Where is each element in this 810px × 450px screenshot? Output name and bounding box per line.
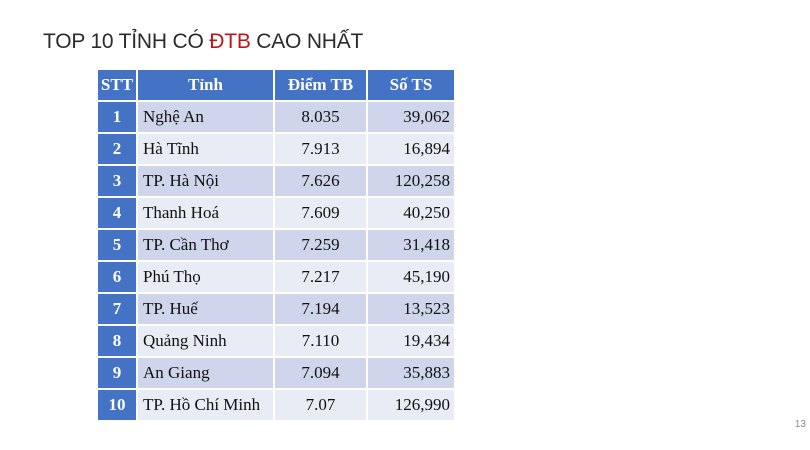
header-stt: STT <box>96 68 138 102</box>
cell-stt: 5 <box>96 228 138 262</box>
table-row: 4 Thanh Hoá 7.609 40,250 <box>96 196 456 230</box>
cell-tinh: TP. Huế <box>136 292 275 326</box>
table-row: 9 An Giang 7.094 35,883 <box>96 356 456 390</box>
cell-diem-tb: 7.217 <box>273 260 368 294</box>
slide-title: TOP 10 TỈNH CÓ ĐTB CAO NHẤT <box>43 30 363 54</box>
table-row: 6 Phú Thọ 7.217 45,190 <box>96 260 456 294</box>
ranking-table: STT Tỉnh Điểm TB Số TS 1 Nghệ An 8.035 3… <box>96 68 456 422</box>
title-prefix: TOP 10 TỈNH CÓ <box>43 30 210 53</box>
cell-so-ts: 19,434 <box>366 324 456 358</box>
cell-tinh: Hà Tĩnh <box>136 132 275 166</box>
cell-stt: 2 <box>96 132 138 166</box>
table-row: 5 TP. Cần Thơ 7.259 31,418 <box>96 228 456 262</box>
cell-stt: 10 <box>96 388 138 422</box>
cell-diem-tb: 7.626 <box>273 164 368 198</box>
cell-diem-tb: 7.913 <box>273 132 368 166</box>
cell-stt: 3 <box>96 164 138 198</box>
cell-tinh: Phú Thọ <box>136 260 275 294</box>
cell-tinh: TP. Hồ Chí Minh <box>136 388 275 422</box>
cell-diem-tb: 7.609 <box>273 196 368 230</box>
cell-tinh: Quảng Ninh <box>136 324 275 358</box>
cell-diem-tb: 7.094 <box>273 356 368 390</box>
cell-so-ts: 120,258 <box>366 164 456 198</box>
cell-diem-tb: 7.259 <box>273 228 368 262</box>
table-row: 7 TP. Huế 7.194 13,523 <box>96 292 456 326</box>
cell-stt: 4 <box>96 196 138 230</box>
cell-so-ts: 39,062 <box>366 100 456 134</box>
table-row: 10 TP. Hồ Chí Minh 7.07 126,990 <box>96 388 456 422</box>
table-row: 2 Hà Tĩnh 7.913 16,894 <box>96 132 456 166</box>
table-header-row: STT Tỉnh Điểm TB Số TS <box>96 68 456 102</box>
cell-stt: 9 <box>96 356 138 390</box>
cell-so-ts: 45,190 <box>366 260 456 294</box>
cell-so-ts: 35,883 <box>366 356 456 390</box>
page-number: 13 <box>794 419 806 430</box>
cell-stt: 1 <box>96 100 138 134</box>
cell-stt: 7 <box>96 292 138 326</box>
cell-so-ts: 126,990 <box>366 388 456 422</box>
cell-diem-tb: 7.07 <box>273 388 368 422</box>
cell-so-ts: 16,894 <box>366 132 456 166</box>
header-diem-tb: Điểm TB <box>273 68 368 102</box>
cell-tinh: TP. Hà Nội <box>136 164 275 198</box>
cell-tinh: An Giang <box>136 356 275 390</box>
header-so-ts: Số TS <box>366 68 456 102</box>
table-row: 3 TP. Hà Nội 7.626 120,258 <box>96 164 456 198</box>
title-highlight: ĐTB <box>209 30 251 53</box>
table-row: 8 Quảng Ninh 7.110 19,434 <box>96 324 456 358</box>
cell-tinh: TP. Cần Thơ <box>136 228 275 262</box>
cell-diem-tb: 7.110 <box>273 324 368 358</box>
header-tinh: Tỉnh <box>136 68 275 102</box>
cell-diem-tb: 7.194 <box>273 292 368 326</box>
cell-so-ts: 13,523 <box>366 292 456 326</box>
cell-diem-tb: 8.035 <box>273 100 368 134</box>
cell-stt: 6 <box>96 260 138 294</box>
cell-stt: 8 <box>96 324 138 358</box>
title-suffix: CAO NHẤT <box>250 30 364 53</box>
cell-so-ts: 40,250 <box>366 196 456 230</box>
cell-tinh: Thanh Hoá <box>136 196 275 230</box>
cell-so-ts: 31,418 <box>366 228 456 262</box>
cell-tinh: Nghệ An <box>136 100 275 134</box>
table-row: 1 Nghệ An 8.035 39,062 <box>96 100 456 134</box>
